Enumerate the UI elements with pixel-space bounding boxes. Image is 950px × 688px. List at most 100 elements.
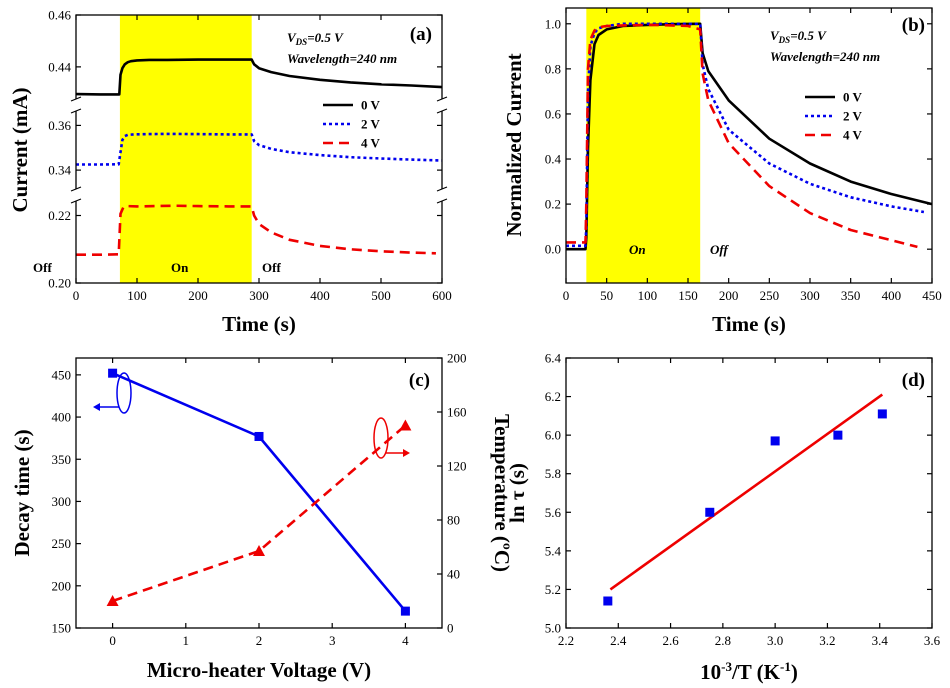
data-point — [603, 596, 613, 606]
illumination-on-region — [586, 8, 701, 283]
series-line-4V — [76, 204, 436, 256]
x-tick-label: 200 — [719, 288, 739, 303]
y-tick-label: 0.44 — [48, 59, 71, 74]
x-axis-title: Time (s) — [222, 312, 296, 336]
x-tick-label: 3.0 — [767, 633, 783, 648]
y-tick-label: 0.46 — [48, 8, 71, 23]
y-tick-label: 1.0 — [545, 16, 561, 31]
legend-label: 4 V — [361, 136, 381, 151]
panel-b: 0 50 100 150 200 250 300 350 400 450 0.0 0.2 0.4 0.6 0… — [502, 7, 942, 336]
panel-label: (c) — [409, 370, 430, 391]
y-right-tick-label: 0 — [447, 621, 454, 636]
y-tick-label: 0.20 — [48, 276, 71, 291]
y-right-tick-label: 160 — [447, 405, 467, 420]
decay-time-marker — [254, 431, 264, 441]
x-tick-label: 400 — [310, 288, 330, 303]
x-tick-label: 3.2 — [819, 633, 835, 648]
axis-break-mark — [436, 186, 448, 192]
decay-time-marker — [108, 368, 118, 378]
off-label: Off — [33, 260, 52, 275]
y-axis-title: Decay time (s) — [10, 429, 34, 556]
x-tick-label: 2 — [256, 633, 263, 648]
y-axis-title: Current (mA) — [8, 87, 32, 212]
legend-label: 0 V — [361, 98, 381, 113]
x-tick-label: 2.8 — [715, 633, 731, 648]
x-axis-title: Time (s) — [712, 312, 786, 336]
x-tick-label: 400 — [882, 288, 902, 303]
series-line-2V — [76, 132, 443, 166]
plot-frame — [565, 7, 933, 284]
axis-break-gap — [439, 99, 445, 111]
x-tick-label: 3.6 — [924, 633, 941, 648]
data-point — [705, 507, 715, 517]
legend-label: 2 V — [843, 109, 863, 124]
vds-annotation: VDS=0.5 V — [287, 30, 344, 47]
axis-break-gap — [439, 189, 445, 201]
left-arrow-head — [93, 403, 100, 411]
right-axis-indicator-ellipse — [373, 417, 389, 459]
y-tick-label: 300 — [52, 494, 72, 509]
temperature-marker — [253, 545, 265, 557]
series-line-4V — [566, 23, 918, 249]
x-tick-label: 0 — [563, 288, 570, 303]
y-tick-label: 0.0 — [545, 242, 561, 257]
decay-time-marker — [400, 606, 410, 616]
y-tick-label: 0.36 — [48, 118, 71, 133]
right-arrow-head — [403, 449, 410, 457]
legend-label: 4 V — [843, 128, 863, 143]
y-right-tick-label: 40 — [447, 567, 460, 582]
x-axis-title: 10-3/T (K-1) — [700, 659, 798, 684]
y-tick-label: 0.2 — [545, 197, 561, 212]
off-label: Off — [262, 260, 281, 275]
temperature-marker — [106, 595, 119, 606]
y-tick-label: 6.0 — [545, 428, 561, 443]
y-tick-label: 5.4 — [545, 543, 562, 558]
on-label: On — [171, 260, 189, 275]
left-axis-indicator-ellipse — [116, 372, 132, 414]
y-tick-label: 5.8 — [545, 466, 561, 481]
axis-break-mark — [70, 108, 82, 114]
y-tick-label: 450 — [52, 367, 72, 382]
data-point — [833, 430, 843, 440]
y-tick-label: 5.6 — [545, 505, 562, 520]
y-right-tick-label: 120 — [447, 459, 467, 474]
x-tick-label: 600 — [432, 288, 452, 303]
x-tick-label: 450 — [922, 288, 942, 303]
axis-break-mark — [70, 198, 82, 204]
series-line-0V — [75, 58, 443, 96]
y-tick-label: 0.4 — [545, 152, 562, 167]
plot-frame — [565, 357, 933, 629]
x-tick-label: 500 — [371, 288, 391, 303]
axis-break-gap — [73, 99, 79, 111]
axis-break-mark — [436, 108, 448, 114]
legend-label: 0 V — [843, 90, 863, 105]
panel-label: (a) — [410, 24, 432, 45]
y-tick-label: 6.2 — [545, 389, 561, 404]
y-tick-label: 0.8 — [545, 61, 561, 76]
x-tick-label: 2.4 — [610, 633, 627, 648]
wavelength-annotation: Wavelength=240 nm — [770, 49, 880, 64]
data-point — [877, 409, 887, 419]
x-tick-label: 300 — [249, 288, 269, 303]
y-tick-label: 0.6 — [545, 106, 562, 121]
temperature-marker — [399, 419, 412, 431]
x-tick-label: 4 — [402, 633, 409, 648]
x-tick-label: 100 — [127, 288, 147, 303]
x-tick-label: 3 — [329, 633, 336, 648]
y-right-axis-title: Temperature (ºC) — [490, 414, 514, 572]
axis-break-mark — [436, 198, 448, 204]
y-tick-label: 350 — [52, 452, 72, 467]
temperature-line — [112, 424, 407, 603]
on-label: On — [629, 242, 646, 257]
y-axis-title: Normalized Current — [502, 53, 526, 236]
x-tick-label: 0 — [109, 633, 116, 648]
y-tick-label: 0.22 — [48, 208, 71, 223]
vds-annotation: VDS=0.5 V — [770, 28, 827, 45]
panel-label: (d) — [902, 370, 925, 391]
y-right-tick-label: 80 — [447, 513, 460, 528]
x-tick-label: 0 — [73, 288, 80, 303]
panel-d: 2.2 2.4 2.6 2.8 3.0 3.2 3.4 3.6 5.0 5.2 5.4 5.6 5.8 6… — [505, 351, 941, 685]
y-tick-label: 5.2 — [545, 582, 561, 597]
x-tick-label: 2.6 — [662, 633, 679, 648]
illumination-on-region — [119, 15, 252, 283]
